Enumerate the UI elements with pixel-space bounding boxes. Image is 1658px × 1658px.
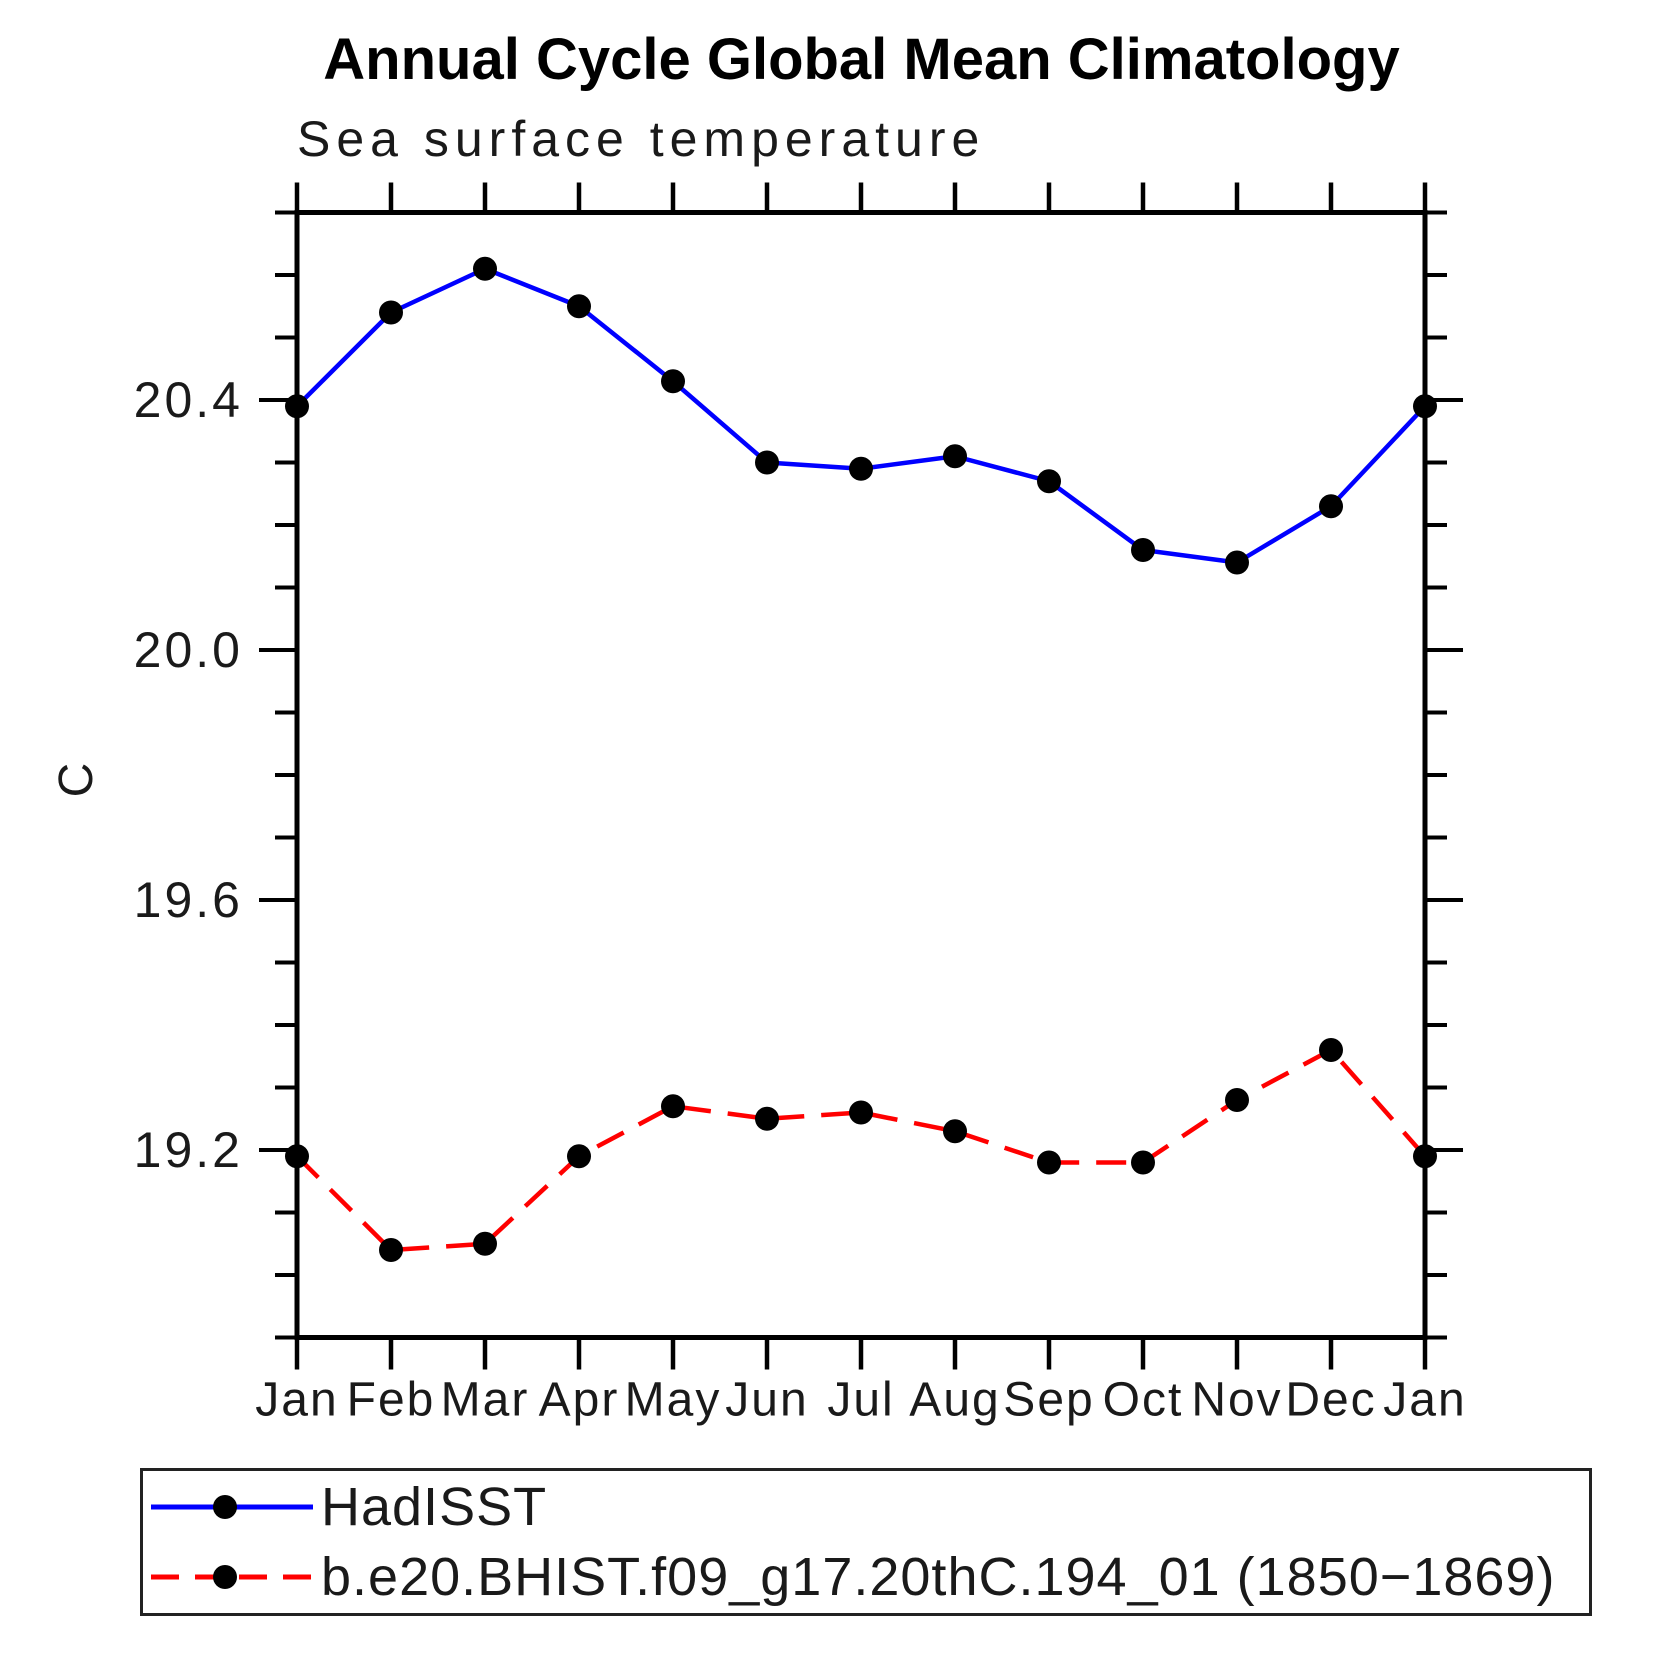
x-tick-label: Sep: [1003, 1374, 1094, 1427]
data-point-0-Mar: [473, 256, 497, 281]
x-tick-label: Mar: [441, 1374, 530, 1427]
model-dashed-line-swatch-icon: [151, 1565, 313, 1589]
hadisst-line-swatch-icon: [151, 1495, 313, 1519]
plot-frame: [294, 210, 1428, 1340]
data-point-1-Jan: [285, 1144, 309, 1169]
data-point-0-Nov: [1225, 550, 1249, 575]
legend-row-model: b.e20.BHIST.f09_g17.20thC.194_01 (1850−1…: [147, 1542, 1589, 1612]
data-point-1-Nov: [1225, 1088, 1249, 1112]
y-tick-label: 19.6: [134, 872, 243, 928]
data-point-0-Sep: [1037, 469, 1061, 494]
data-point-0-May: [661, 369, 685, 394]
data-point-0-Dec: [1319, 494, 1343, 519]
x-tick-label: Jan: [1383, 1374, 1466, 1427]
x-tick-label: Apr: [539, 1374, 620, 1427]
series-line-0: [295, 266, 1427, 565]
data-point-1-Dec: [1319, 1038, 1343, 1062]
data-point-1-Sep: [1037, 1150, 1061, 1175]
legend-label-model: b.e20.BHIST.f09_g17.20thC.194_01 (1850−1…: [321, 1547, 1556, 1607]
data-point-0-Feb: [379, 300, 403, 325]
chart-subtitle: Sea surface temperature: [297, 111, 986, 167]
y-tick-label: 20.0: [134, 622, 243, 678]
x-tick-label: Feb: [347, 1374, 436, 1427]
data-point-1-May: [661, 1094, 685, 1119]
x-tick-label: Jan: [255, 1374, 338, 1427]
data-point-1-Feb: [379, 1238, 403, 1262]
data-point-1-Jun: [755, 1106, 779, 1131]
x-tick-label: Dec: [1285, 1374, 1376, 1427]
page-title: Annual Cycle Global Mean Climatology: [323, 27, 1400, 92]
data-point-1-Oct: [1131, 1150, 1155, 1175]
data-point-1-Apr: [567, 1144, 591, 1169]
x-tick-label: Oct: [1103, 1374, 1184, 1427]
data-point-1-Jul: [849, 1100, 873, 1125]
data-point-0-Jul: [849, 456, 873, 481]
data-point-0-Jan: [285, 394, 309, 419]
y-axis-label: C: [50, 763, 103, 798]
data-point-0-Jan: [1413, 394, 1437, 419]
data-point-1-Aug: [943, 1119, 967, 1144]
legend: HadISST b.e20.BHIST.f09_g17.20thC.194_01…: [140, 1468, 1592, 1616]
data-point-1-Mar: [473, 1231, 497, 1256]
y-tick-label: 20.4: [134, 372, 243, 428]
data-point-0-Oct: [1131, 538, 1155, 562]
data-point-0-Jun: [755, 450, 779, 475]
legend-row-hadisst: HadISST: [147, 1472, 1589, 1542]
x-tick-label: Jun: [725, 1374, 808, 1427]
x-tick-label: Aug: [909, 1374, 1000, 1427]
data-point-1-Jan: [1413, 1144, 1437, 1169]
x-tick-label: May: [625, 1374, 722, 1427]
legend-label-hadisst: HadISST: [321, 1477, 548, 1537]
y-tick-label: 19.2: [134, 1122, 243, 1178]
data-point-0-Aug: [943, 444, 967, 469]
x-tick-label: Jul: [827, 1374, 894, 1427]
series-line-1: [295, 1047, 1427, 1253]
data-point-0-Apr: [567, 294, 591, 319]
x-tick-label: Nov: [1191, 1374, 1282, 1427]
